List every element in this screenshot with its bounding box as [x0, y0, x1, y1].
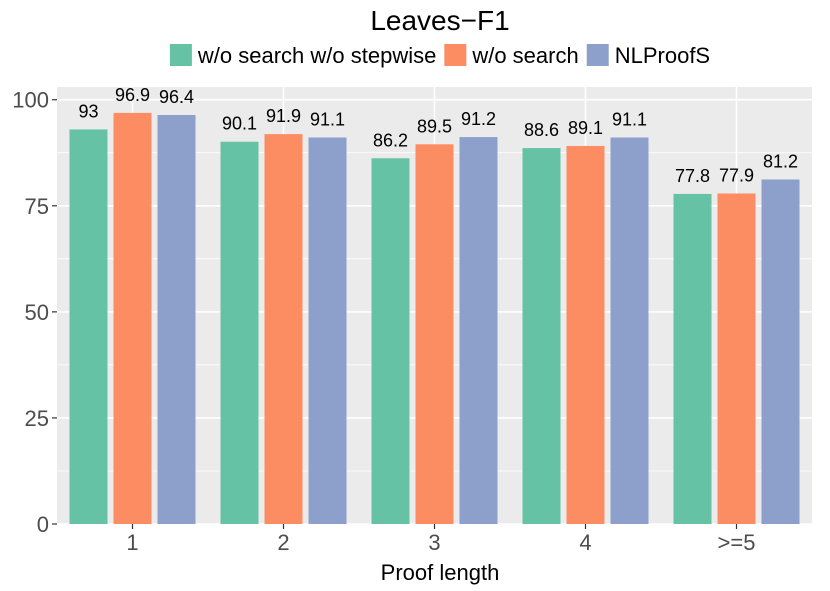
x-tick-label: 1: [126, 530, 138, 555]
bar-value-label: 77.8: [675, 166, 710, 186]
bar: [113, 112, 152, 524]
bar: [673, 193, 712, 524]
bar-value-label: 96.9: [115, 85, 150, 105]
x-axis: 1 2 3 4 >=5: [126, 524, 755, 555]
legend-label: w/o search w/o stepwise: [197, 43, 436, 68]
legend-swatch: [169, 44, 192, 66]
x-tick-label: 2: [277, 530, 289, 555]
y-tick-label: 100: [12, 88, 49, 113]
bar-value-label: 81.2: [763, 151, 798, 171]
legend-swatch: [444, 44, 467, 66]
legend: w/o search w/o stepwise w/o search NLProof…: [169, 43, 710, 68]
bar-value-label: 91.1: [310, 109, 345, 129]
bar: [308, 137, 347, 524]
bar: [264, 134, 303, 524]
bar-value-labels: 93 96.9 96.4 90.1 91.9 91.1 86.2 89.5 91.2 88.6 89…: [78, 85, 798, 186]
y-tick-label: 25: [25, 406, 49, 431]
bar-value-label: 89.5: [417, 116, 452, 136]
bar-value-label: 86.2: [373, 130, 408, 150]
x-tick-label: >=5: [718, 530, 756, 555]
bar-value-label: 91.2: [461, 109, 496, 129]
legend-swatch: [586, 44, 609, 66]
legend-item: w/o search w/o stepwise: [169, 43, 436, 68]
bar: [717, 193, 756, 524]
bar: [69, 129, 108, 524]
x-axis-title: Proof length: [381, 560, 500, 585]
legend-label: NLProofS: [615, 43, 710, 68]
bar: [566, 145, 605, 524]
bar: [610, 137, 649, 524]
bar-value-label: 91.9: [266, 106, 301, 126]
bar: [157, 115, 196, 524]
y-tick-label: 50: [25, 300, 49, 325]
x-tick-label: 4: [579, 530, 591, 555]
x-tick-label: 3: [428, 530, 440, 555]
y-tick-label: 0: [37, 512, 49, 537]
bar-value-label: 91.1: [612, 109, 647, 129]
bar: [459, 137, 498, 524]
bar: [371, 158, 410, 525]
bar: [522, 148, 561, 524]
bar-value-label: 90.1: [222, 114, 257, 134]
bar: [220, 141, 259, 524]
legend-item: NLProofS: [586, 43, 710, 68]
bar-value-label: 96.4: [159, 87, 194, 107]
chart-title: Leaves−F1: [370, 5, 509, 36]
legend-item: w/o search: [444, 43, 579, 68]
y-tick-label: 75: [25, 194, 49, 219]
bar-value-label: 77.9: [719, 165, 754, 185]
legend-label: w/o search: [471, 43, 578, 68]
bars: [69, 112, 800, 525]
bar-value-label: 89.1: [568, 118, 603, 138]
bar: [415, 144, 454, 524]
bar-value-label: 88.6: [524, 120, 559, 140]
y-axis: 0 25 50 75 100: [12, 88, 57, 537]
bar: [761, 179, 800, 524]
bar-value-label: 93: [78, 101, 98, 121]
